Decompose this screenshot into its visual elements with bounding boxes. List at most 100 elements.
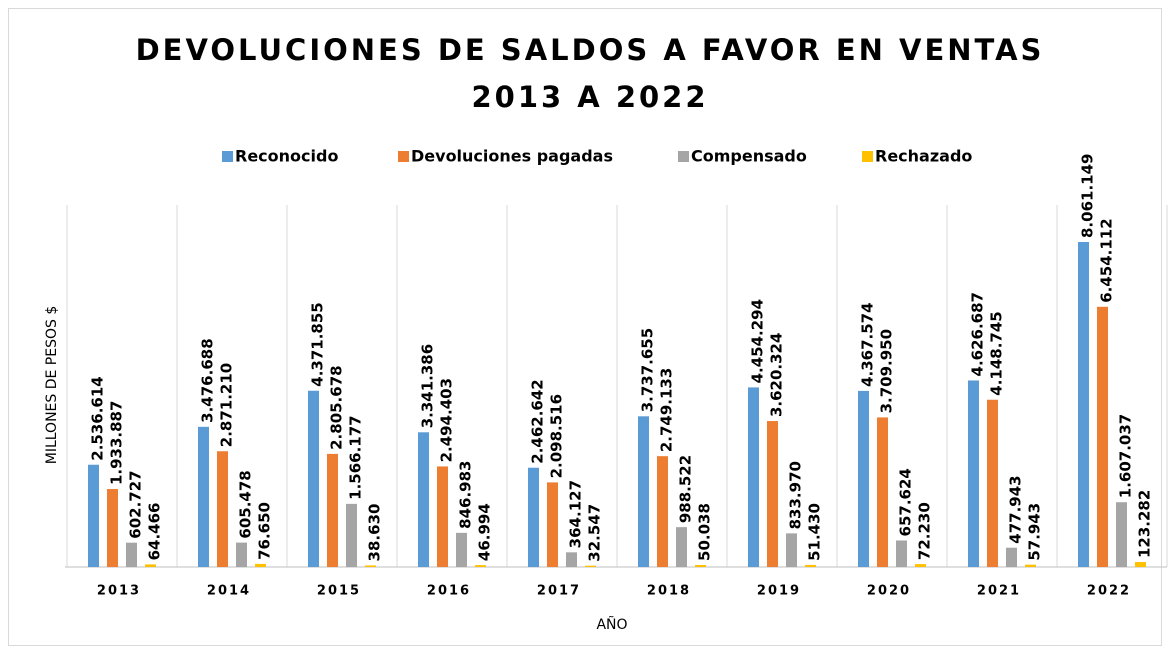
legend-label: Rechazado (875, 147, 972, 166)
data-label: 8.061.149 (1079, 154, 1097, 238)
bar (566, 552, 577, 567)
data-label: 2.805.678 (328, 365, 346, 449)
bar (896, 540, 907, 567)
bar (456, 532, 467, 567)
data-label: 3.620.324 (768, 333, 786, 417)
data-label: 1.607.037 (1117, 414, 1135, 498)
bar (1006, 547, 1017, 567)
x-tick-label: 2015 (317, 584, 361, 599)
legend-label: Compensado (691, 147, 807, 166)
data-label: 4.367.574 (859, 302, 877, 386)
x-tick-label: 2022 (1087, 584, 1131, 599)
bar (877, 417, 888, 567)
data-label: 605.478 (237, 470, 255, 538)
data-label: 46.994 (476, 503, 494, 561)
data-label: 51.430 (806, 503, 824, 561)
data-label: 2.462.642 (529, 379, 547, 463)
data-label: 1.933.887 (108, 401, 126, 485)
data-label: 123.282 (1136, 490, 1154, 558)
bar (365, 565, 376, 567)
bar (145, 564, 156, 567)
y-axis-title: MILLONES DE PESOS $ (44, 306, 60, 465)
data-label: 2.098.516 (548, 394, 566, 478)
data-label: 64.466 (146, 503, 164, 561)
bar (88, 464, 99, 567)
bar (327, 453, 338, 567)
bar (638, 416, 649, 567)
bar (217, 451, 228, 567)
bar (475, 565, 486, 567)
x-tick-label: 2014 (207, 584, 251, 599)
bar (786, 533, 797, 567)
x-tick-label: 2013 (97, 584, 141, 599)
x-tick-label: 2021 (977, 584, 1021, 599)
bar (676, 527, 687, 567)
legend-swatch (398, 151, 409, 162)
legend-label: Devoluciones pagadas (411, 147, 613, 166)
x-tick-label: 2019 (757, 584, 801, 599)
bar (107, 489, 118, 567)
legend-swatch (678, 151, 689, 162)
data-label: 988.522 (677, 455, 695, 523)
data-label: 477.943 (1007, 475, 1025, 543)
data-label: 38.630 (366, 504, 384, 562)
data-label: 6.454.112 (1098, 218, 1116, 302)
bar (528, 467, 539, 567)
data-label: 3.737.655 (639, 328, 657, 412)
data-label: 2.749.133 (658, 368, 676, 452)
x-tick-label: 2018 (647, 584, 691, 599)
data-label: 72.230 (916, 502, 934, 560)
bar (968, 380, 979, 567)
bar (418, 432, 429, 567)
data-label: 3.476.688 (199, 338, 217, 422)
bar (126, 542, 137, 567)
bar (657, 456, 668, 567)
data-label: 4.454.294 (749, 299, 767, 383)
data-label: 4.626.687 (969, 292, 987, 376)
bar (198, 426, 209, 567)
x-tick-label: 2020 (867, 584, 911, 599)
legend-label: Reconocido (235, 147, 338, 166)
legend-swatch (222, 151, 233, 162)
bar (585, 565, 596, 567)
bar (236, 542, 247, 567)
data-label: 1.566.177 (347, 415, 365, 499)
data-label: 4.371.855 (309, 302, 327, 386)
data-label: 2.536.614 (89, 376, 107, 460)
data-label: 3.709.950 (878, 329, 896, 413)
data-label: 602.727 (127, 470, 145, 538)
bar (547, 482, 558, 567)
chart-title: DEVOLUCIONES DE SALDOS A FAVOR EN VENTAS (136, 33, 1045, 67)
data-label: 32.547 (586, 504, 604, 562)
legend-swatch (862, 151, 873, 162)
bar (858, 390, 869, 567)
data-label: 50.038 (696, 503, 714, 561)
data-label: 4.148.745 (988, 311, 1006, 395)
bar (805, 564, 816, 567)
data-label: 2.871.210 (218, 363, 236, 447)
chart-subtitle: 2013 A 2022 (471, 80, 708, 114)
data-label: 2.494.403 (438, 378, 456, 462)
bar (1097, 306, 1108, 567)
data-label: 3.341.386 (419, 344, 437, 428)
bar (1025, 564, 1036, 567)
data-label: 846.983 (457, 461, 475, 529)
bar (437, 466, 448, 567)
bar (767, 421, 778, 567)
data-label: 833.970 (787, 461, 805, 529)
bar (1135, 562, 1146, 567)
data-label: 364.127 (567, 480, 585, 548)
bar (346, 503, 357, 567)
bar (987, 399, 998, 567)
data-label: 76.650 (256, 502, 274, 560)
x-tick-label: 2017 (537, 584, 581, 599)
bar (1116, 502, 1127, 567)
bar (255, 563, 266, 567)
bar (1078, 242, 1089, 567)
bar (695, 564, 706, 567)
data-label: 57.943 (1026, 503, 1044, 561)
bar (915, 564, 926, 567)
x-tick-label: 2016 (427, 584, 471, 599)
x-axis-title: AÑO (596, 616, 627, 633)
